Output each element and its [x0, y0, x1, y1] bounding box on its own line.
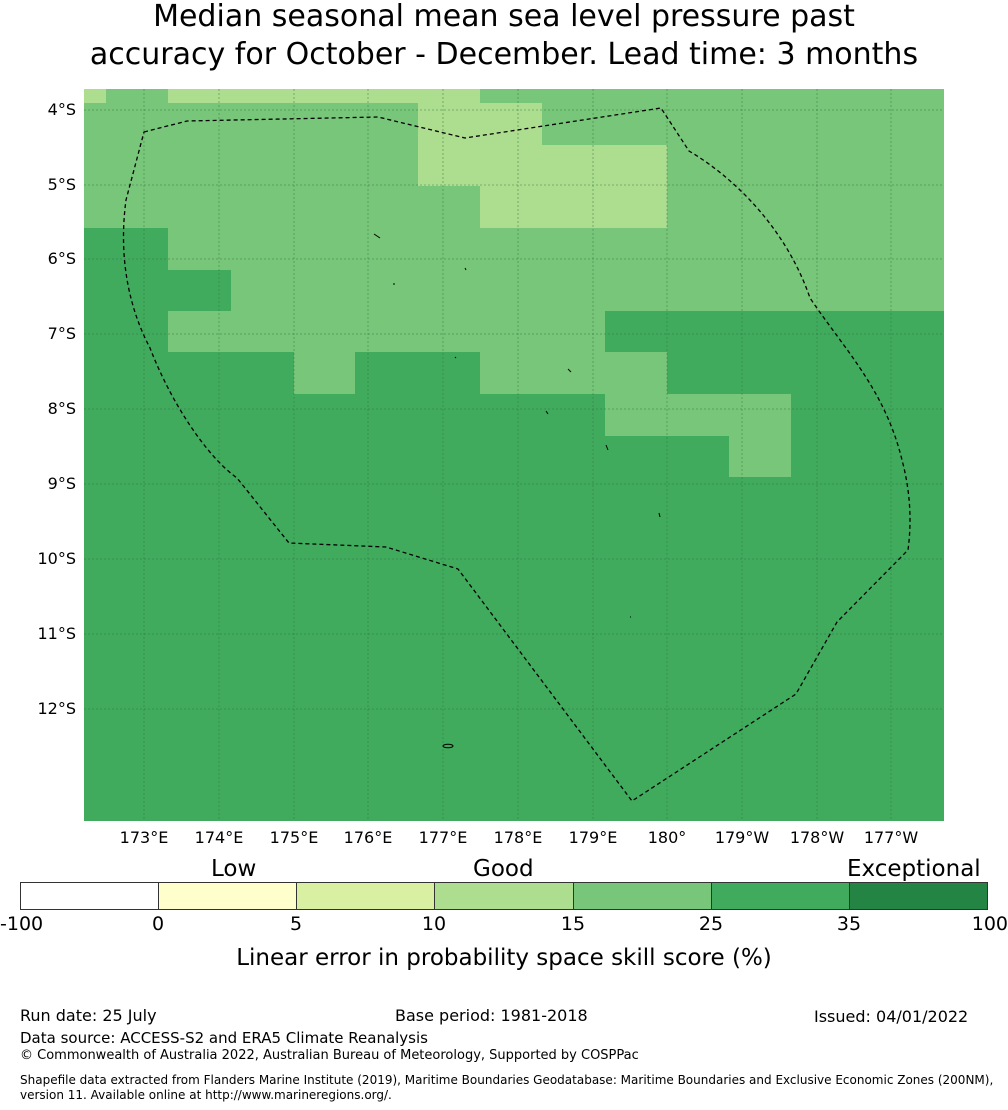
latitude-label: 6°S: [47, 249, 76, 268]
colorbar-tick-label: 35: [836, 913, 862, 935]
issued-date: Issued: 04/01/2022: [814, 1007, 969, 1026]
shapefile-credit-line-2: version 11. Available online at http://w…: [20, 1088, 392, 1102]
colorbar-tick-label: 25: [698, 913, 724, 935]
latitude-label: 9°S: [47, 474, 76, 493]
grid-cell: [84, 89, 106, 103]
island: [545, 410, 549, 415]
colorbar-label: Linear error in probability space skill …: [236, 945, 772, 971]
grid-cell: [168, 311, 605, 352]
colorbar-tick-label: 0: [151, 913, 165, 935]
colorbar-tick-label: 10: [421, 913, 447, 935]
latitude-label: 10°S: [37, 549, 76, 568]
longitude-label: 173°E: [119, 828, 169, 847]
grid-cell: [294, 352, 355, 394]
title-line-2: accuracy for October - December. Lead ti…: [89, 37, 919, 72]
longitude-label: 176°E: [343, 828, 393, 847]
grid-cell: [480, 352, 605, 394]
longitude-label: 174°E: [194, 828, 244, 847]
island: [373, 233, 381, 239]
category-good: Good: [473, 856, 534, 882]
longitude-label: 178°W: [789, 828, 845, 847]
longitude-label: 178°E: [493, 828, 543, 847]
colorbar-segment: [21, 883, 160, 909]
colorbar-segment: [849, 883, 987, 909]
longitude-label: 180°: [647, 828, 687, 847]
copyright: © Commonwealth of Australia 2022, Austra…: [20, 1048, 639, 1063]
colorbar-tick-label: -100: [0, 913, 44, 935]
colorbar-segment: [297, 883, 436, 909]
grid-cell: [605, 352, 667, 394]
eez-boundary: [122, 107, 911, 802]
map-title: Median seasonal mean sea level pressure …: [0, 0, 1008, 74]
graticule: [84, 89, 944, 821]
category-low: Low: [211, 856, 257, 882]
title-line-1: Median seasonal mean sea level pressure …: [153, 0, 855, 34]
data-source: Data source: ACCESS-S2 and ERA5 Climate …: [20, 1029, 428, 1047]
longitude-label: 177°W: [863, 828, 919, 847]
colorbar: [20, 882, 988, 910]
grid-cell: [231, 270, 944, 311]
base-period: Base period: 1981-2018: [395, 1006, 588, 1025]
grid-cell: [168, 228, 944, 270]
skill-map: [84, 89, 944, 821]
colorbar-segment: [711, 883, 850, 909]
run-date: Run date: 25 July: [20, 1006, 157, 1025]
latitude-label: 8°S: [47, 399, 76, 418]
colorbar-tick-label: 15: [560, 913, 586, 935]
latitude-label: 12°S: [37, 699, 76, 718]
longitude-label: 177°E: [418, 828, 468, 847]
colorbar-tick-label: 100: [971, 913, 1008, 935]
latitude-label: 7°S: [47, 324, 76, 343]
grid-cell: [480, 186, 667, 228]
island: [442, 743, 454, 749]
islands: [373, 233, 661, 749]
category-exceptional: Exceptional: [847, 856, 981, 882]
grid-cell: [605, 394, 791, 436]
latitude-label: 11°S: [37, 624, 76, 643]
latitude-label: 5°S: [47, 175, 76, 194]
latitude-label: 4°S: [47, 100, 76, 119]
longitude-label: 175°E: [269, 828, 319, 847]
island: [464, 267, 467, 271]
colorbar-segment: [159, 883, 298, 909]
longitude-label: 179°E: [568, 828, 618, 847]
island: [567, 368, 572, 373]
grid-cell: [418, 145, 667, 186]
longitude-label: 179°W: [714, 828, 770, 847]
island: [454, 356, 457, 359]
grid-cell: [418, 103, 542, 145]
colorbar-segment: [435, 883, 574, 909]
skill-grid: [84, 89, 944, 821]
shapefile-credit-line-1: Shapefile data extracted from Flanders M…: [20, 1073, 994, 1087]
grid-cell: [168, 89, 480, 103]
colorbar-segment: [573, 883, 712, 909]
grid-cell: [729, 436, 791, 477]
colorbar-tick-label: 5: [289, 913, 303, 935]
island: [658, 512, 661, 518]
island: [605, 444, 609, 451]
